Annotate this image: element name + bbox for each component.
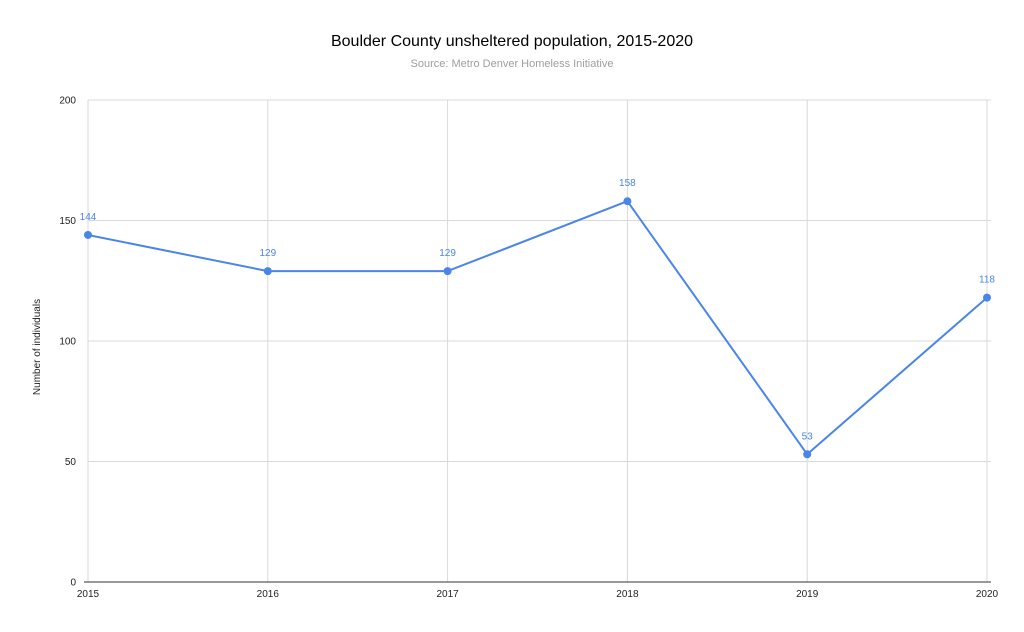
data-point [263,267,272,276]
data-label: 129 [259,248,276,259]
x-tick-label: 2020 [976,589,999,600]
data-point [443,267,452,276]
data-label: 118 [979,275,995,286]
y-tick-label: 150 [59,216,76,227]
y-tick-label: 100 [59,337,76,348]
y-axis-title: Number of individuals [32,299,43,395]
y-tick-label: 0 [70,578,76,589]
series-line [87,200,988,456]
x-tick-label: 2016 [257,589,280,600]
data-label: 53 [802,431,814,442]
chart-title: Boulder County unsheltered population, 2… [330,33,694,50]
data-label: 144 [80,212,97,223]
data-point [623,197,632,206]
axes: 0 50 100 150 200 2015 2016 2017 2018 2019 2020 [59,96,998,601]
x-tick-label: 2018 [616,589,639,600]
data-label: 158 [619,178,636,189]
data-label: 129 [439,248,456,259]
chart-subtitle: Source: Metro Denver Homeless Initiative [410,58,614,70]
series [84,197,991,459]
x-tick-label: 2019 [796,589,819,600]
data-point [803,450,812,459]
y-tick-label: 200 [59,96,76,107]
data-point [983,293,991,302]
y-tick-label: 50 [65,457,77,468]
x-tick-label: 2017 [436,589,459,600]
data-point [84,230,92,239]
data-labels: 144 129 129 158 53 118 [80,178,996,442]
gridlines [87,99,991,582]
x-tick-label: 2015 [77,589,100,600]
